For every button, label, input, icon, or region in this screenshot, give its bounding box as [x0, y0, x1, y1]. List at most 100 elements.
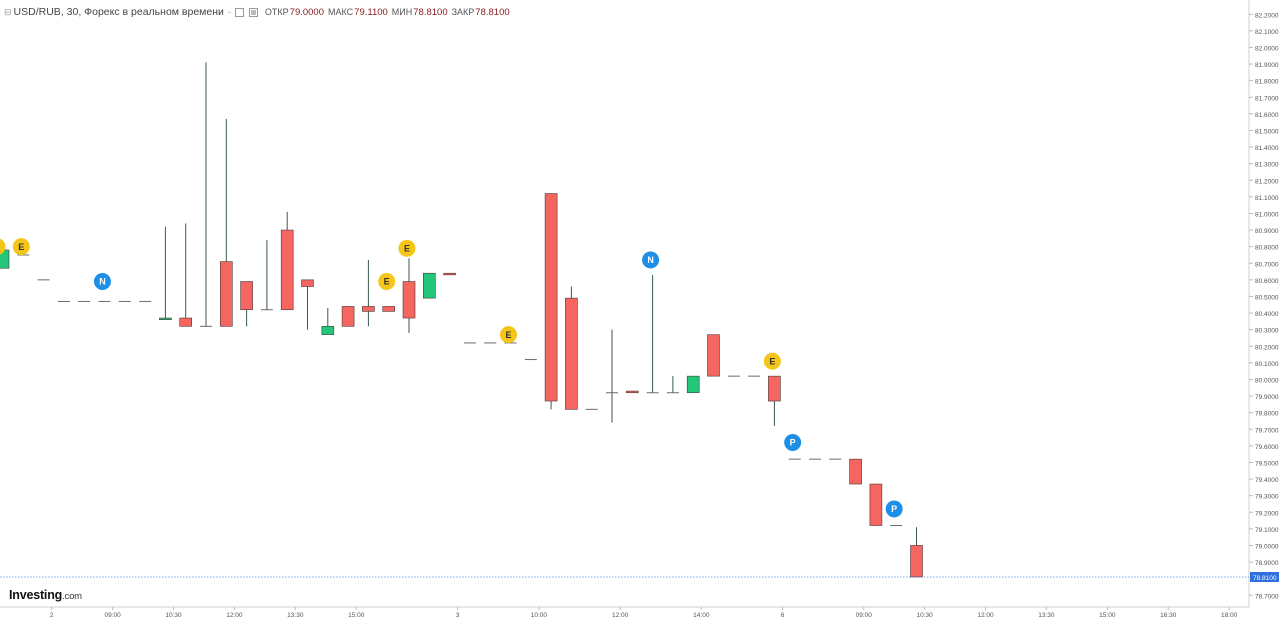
collapse-icon[interactable]: ⊟: [4, 6, 12, 17]
event-badge-e[interactable]: E: [12, 238, 30, 256]
candle-body-down: [544, 193, 558, 402]
investing-logo[interactable]: Investing.com: [9, 588, 82, 602]
time-tick-label: 18:00: [1221, 612, 1238, 618]
candle[interactable]: [321, 308, 335, 335]
candle[interactable]: [707, 334, 720, 377]
event-badge-e[interactable]: E: [499, 326, 517, 344]
close-label: ЗАКР: [451, 7, 475, 17]
candle[interactable]: [382, 306, 396, 312]
time-tick-label: 12:00: [226, 612, 243, 618]
price-tick-label: 81.5000: [1255, 128, 1279, 135]
candle-body-down: [382, 306, 396, 312]
event-badge-e[interactable]: E: [0, 238, 6, 255]
price-tick-label: 78.9000: [1255, 560, 1279, 567]
price-tick-label: 82.0000: [1255, 45, 1279, 52]
event-badge-letter: E: [18, 242, 24, 252]
event-badge-n[interactable]: N: [93, 273, 111, 291]
candle[interactable]: [422, 272, 436, 299]
candle[interactable]: [362, 259, 375, 327]
candle[interactable]: [606, 329, 618, 423]
chart-legend-header: ⊟ USD/RUB, 30, Форекс в реальном времени…: [4, 4, 510, 20]
price-tick-label: 80.2000: [1255, 344, 1279, 351]
price-tick-label: 80.7000: [1255, 261, 1279, 268]
price-tick-label: 81.1000: [1255, 195, 1279, 202]
event-badge-circle: [398, 239, 416, 257]
candle[interactable]: [646, 274, 659, 394]
candle-body-down: [768, 375, 781, 402]
candle[interactable]: [910, 527, 923, 578]
candle[interactable]: [443, 272, 456, 276]
price-tick-label: 82.2000: [1255, 12, 1279, 19]
event-badge-n[interactable]: N: [642, 251, 660, 269]
candle[interactable]: [260, 240, 273, 311]
candle-body-down: [362, 306, 375, 312]
time-tick-label: 12:00: [612, 612, 629, 618]
event-badge-letter: E: [384, 277, 390, 287]
open-label: ОТКР: [264, 7, 289, 17]
event-badge-letter: E: [404, 244, 410, 254]
price-tick-label: 79.0000: [1255, 543, 1279, 550]
candle[interactable]: [301, 279, 314, 330]
price-tick-label: 80.9000: [1255, 228, 1279, 235]
price-tick-label: 80.5000: [1255, 294, 1279, 301]
settings-icon[interactable]: [234, 7, 244, 17]
event-badge-e[interactable]: E: [378, 273, 396, 291]
candle[interactable]: [341, 306, 355, 327]
candle[interactable]: [565, 286, 578, 410]
format-icon[interactable]: [248, 7, 258, 17]
price-tick-label: 81.2000: [1255, 178, 1279, 185]
candle[interactable]: [179, 223, 192, 327]
candle-body-down: [240, 281, 253, 311]
candle[interactable]: [240, 281, 253, 327]
candle[interactable]: [666, 376, 679, 394]
logo-brand: Investing: [9, 588, 63, 602]
candle-body-down: [910, 545, 923, 578]
time-tick-label: 14:00: [693, 612, 710, 618]
candle[interactable]: [280, 211, 294, 311]
price-tick-label: 80.3000: [1255, 328, 1279, 335]
candle-body-up: [321, 326, 335, 335]
event-badge-p[interactable]: P: [784, 434, 802, 452]
price-tick-label: 79.4000: [1255, 477, 1279, 484]
price-tick-label: 81.0000: [1255, 211, 1279, 218]
event-badge-e[interactable]: E: [763, 352, 781, 370]
candle-body-down: [707, 334, 720, 377]
candle[interactable]: [402, 258, 416, 333]
event-badge-e[interactable]: E: [398, 239, 416, 257]
candle[interactable]: [220, 118, 233, 327]
time-tick-label: 10:00: [531, 612, 548, 618]
candle-body-down: [220, 261, 233, 327]
candle-body-down: [402, 281, 416, 319]
event-badge-letter: E: [505, 330, 511, 340]
price-tick-label: 79.6000: [1255, 444, 1279, 451]
event-badge-circle: [378, 273, 396, 291]
dash-separator: -: [227, 7, 231, 17]
time-tick-label: 6: [781, 612, 785, 618]
event-badge-letter: P: [891, 504, 897, 514]
time-tick-label: 09:00: [104, 612, 121, 618]
candle-body-down: [301, 279, 314, 287]
event-badge-letter: N: [99, 277, 106, 287]
price-tick-label: 79.8000: [1255, 411, 1279, 418]
time-tick-label: 10:30: [916, 612, 933, 618]
time-tick-label: 2: [50, 612, 54, 618]
candle[interactable]: [159, 226, 172, 321]
candle[interactable]: [869, 483, 883, 526]
event-badge-letter: E: [769, 356, 775, 366]
event-badge-circle: [93, 273, 111, 291]
symbol-title[interactable]: USD/RUB, 30, Форекс в реальном времени: [13, 6, 224, 18]
candle[interactable]: [849, 458, 862, 485]
candle-body-down: [179, 317, 192, 327]
logo-domain: .com: [62, 591, 82, 602]
time-tick-label: 12:00: [977, 612, 994, 618]
candle[interactable]: [768, 375, 781, 426]
candle[interactable]: [625, 390, 639, 394]
candle[interactable]: [544, 193, 558, 410]
event-badge-p[interactable]: P: [885, 500, 903, 518]
candle[interactable]: [686, 375, 700, 394]
high-value: 79.1100: [354, 6, 388, 18]
candle-body-down: [565, 297, 578, 410]
candle[interactable]: [200, 62, 212, 327]
